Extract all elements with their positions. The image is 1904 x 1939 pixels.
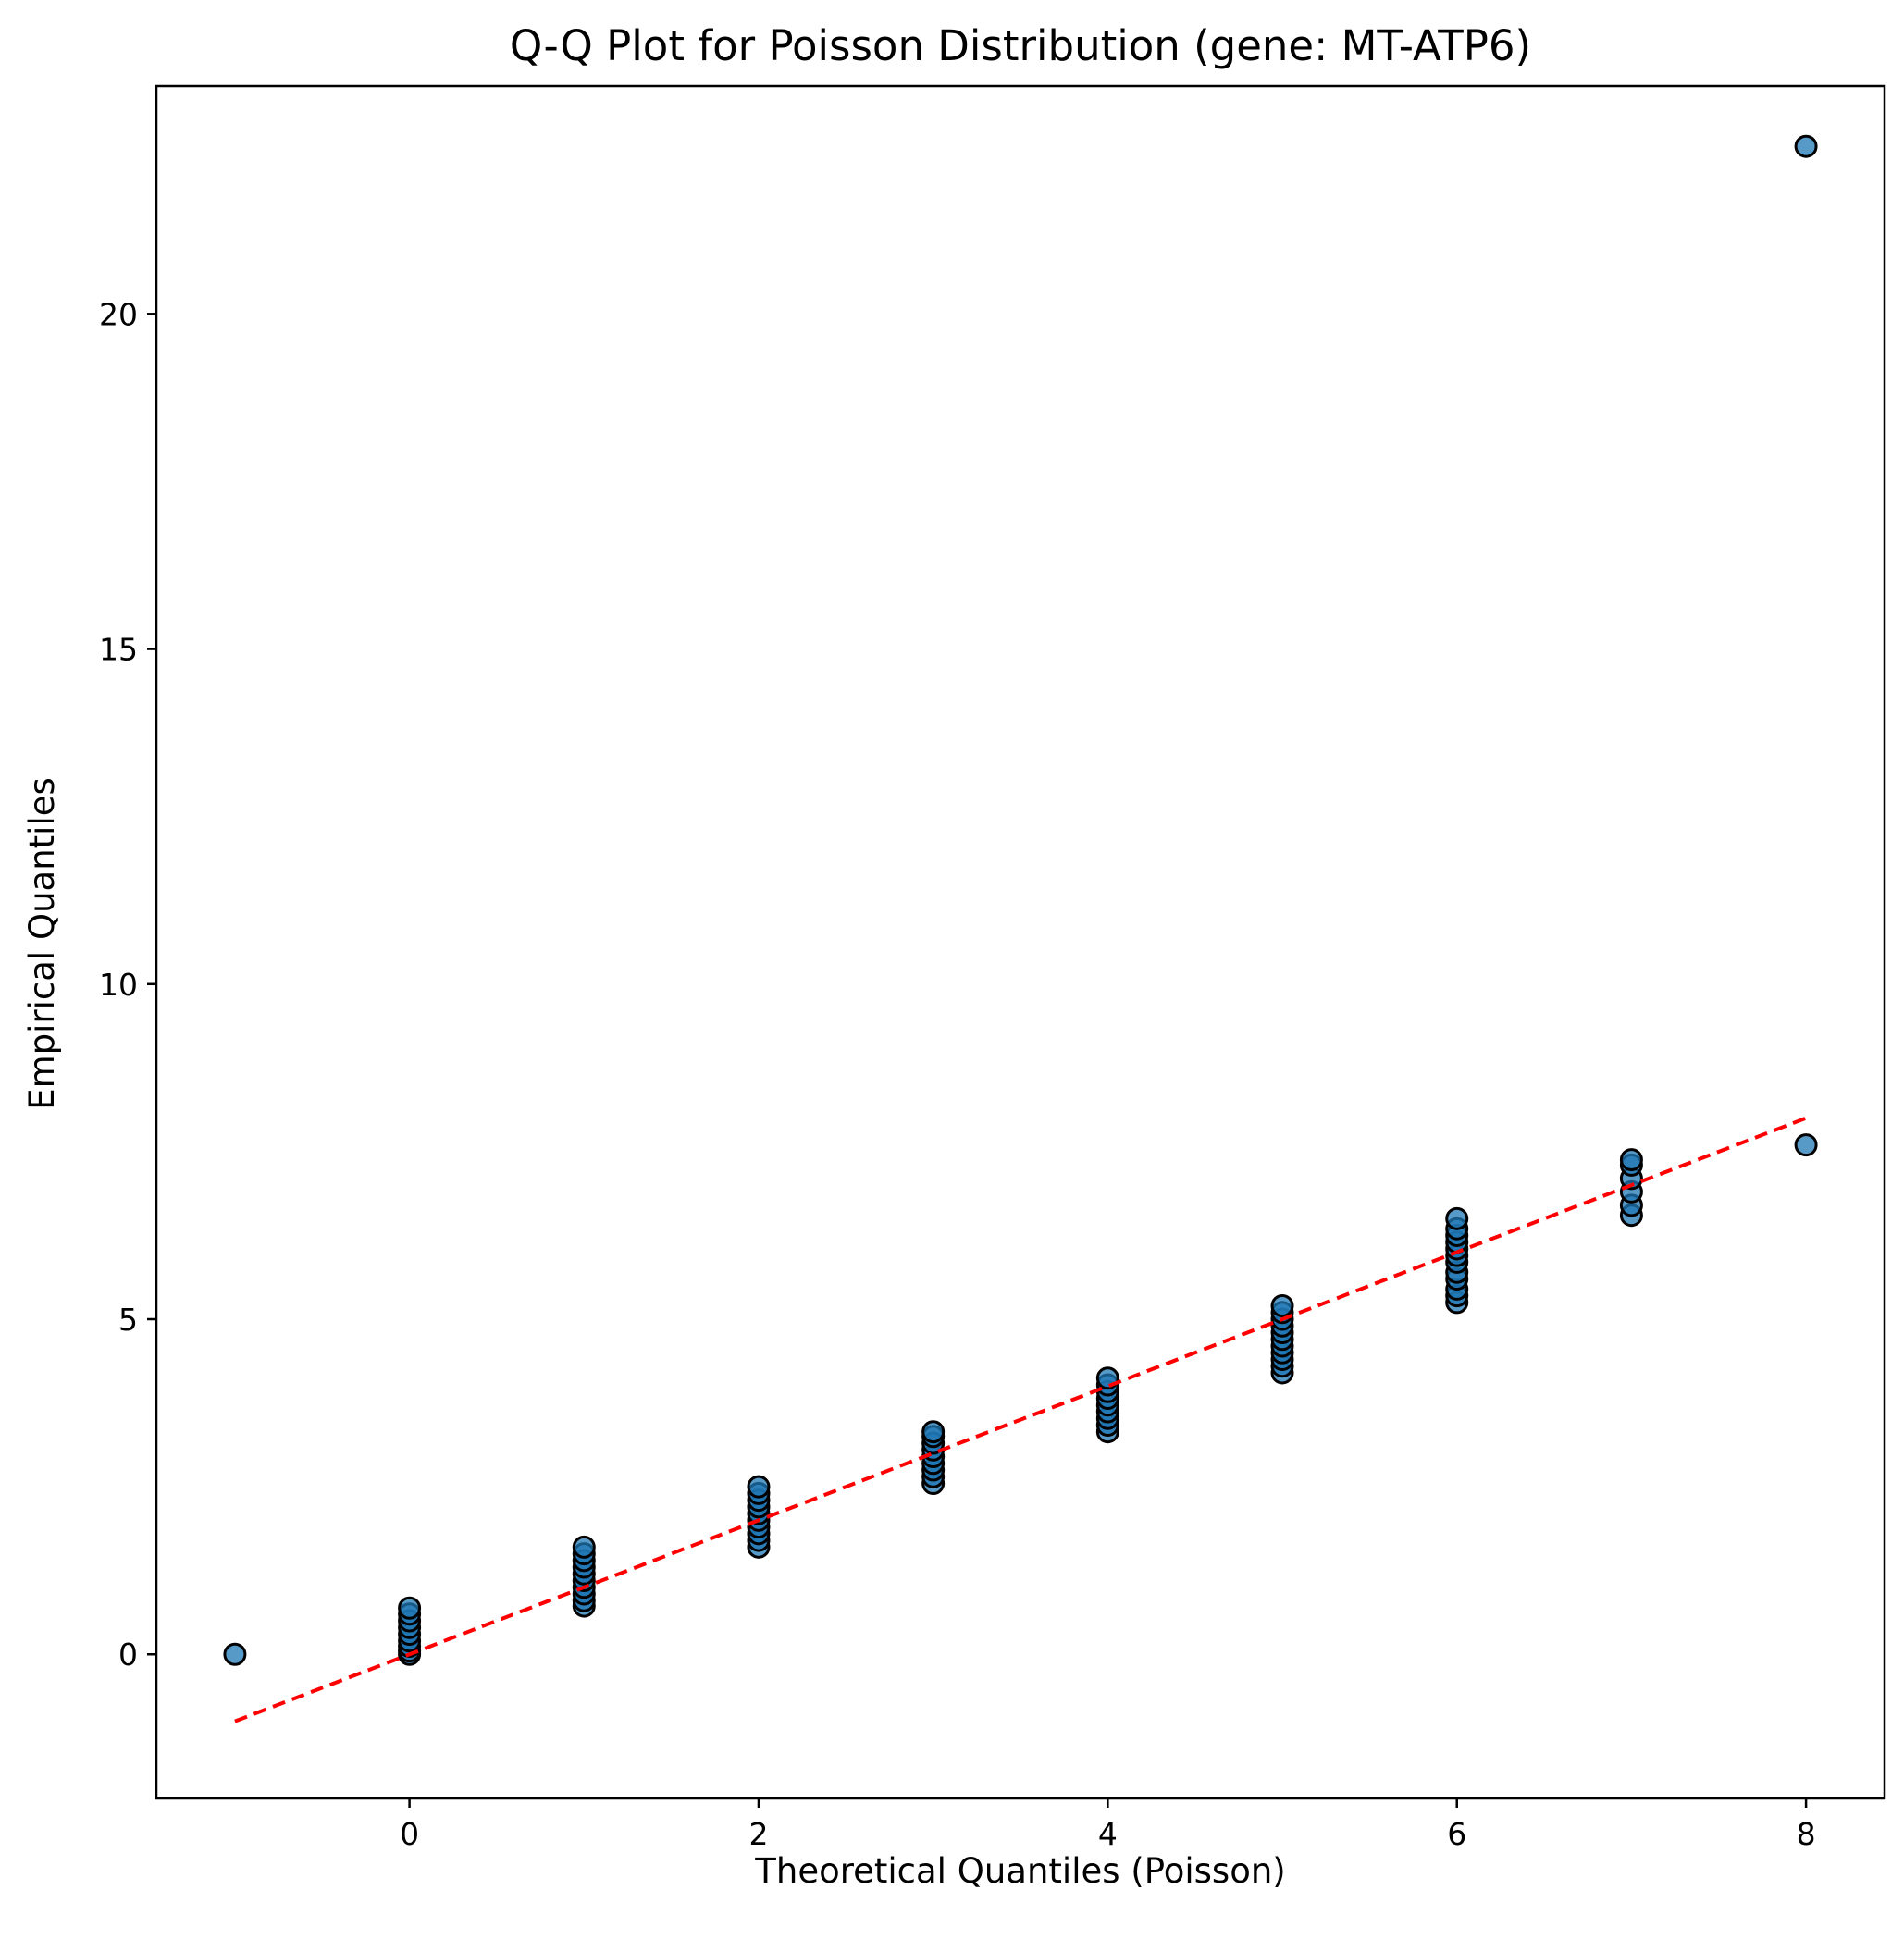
data-point [398,1596,422,1620]
plot-area [155,84,1886,1800]
x-tick-label: 0 [400,1816,419,1852]
y-tick-label: 20 [99,296,138,332]
x-tick-label: 6 [1447,1816,1466,1852]
x-axis-label: Theoretical Quantiles (Poisson) [754,1851,1285,1891]
y-axis-ticks: 0 5 10 15 20 [99,296,156,1673]
data-point [921,1420,946,1444]
y-tick-label: 5 [118,1302,138,1338]
data-point [1270,1294,1294,1318]
data-point [1794,1133,1818,1157]
x-tick-label: 2 [748,1816,768,1852]
reference-line [234,1116,1807,1723]
y-tick-label: 10 [99,967,138,1003]
data-point [1445,1206,1469,1230]
x-axis-ticks: 0 2 4 6 8 [400,1798,1816,1852]
chart-title: Q-Q Plot for Poisson Distribution (gene:… [510,21,1531,70]
y-tick-label: 15 [99,632,138,668]
axes-frame [155,84,1886,1800]
y-tick-label: 0 [118,1636,138,1673]
data-point [572,1535,596,1559]
data-point [1619,1148,1643,1172]
x-tick-label: 4 [1098,1816,1118,1852]
points-layer [223,134,1818,1666]
y-axis-label: Empirical Quantiles [22,777,62,1110]
data-point [223,1642,247,1666]
data-point [747,1475,771,1499]
data-point [1794,134,1818,158]
x-tick-label: 8 [1797,1816,1816,1852]
axes-background [156,86,1885,1798]
